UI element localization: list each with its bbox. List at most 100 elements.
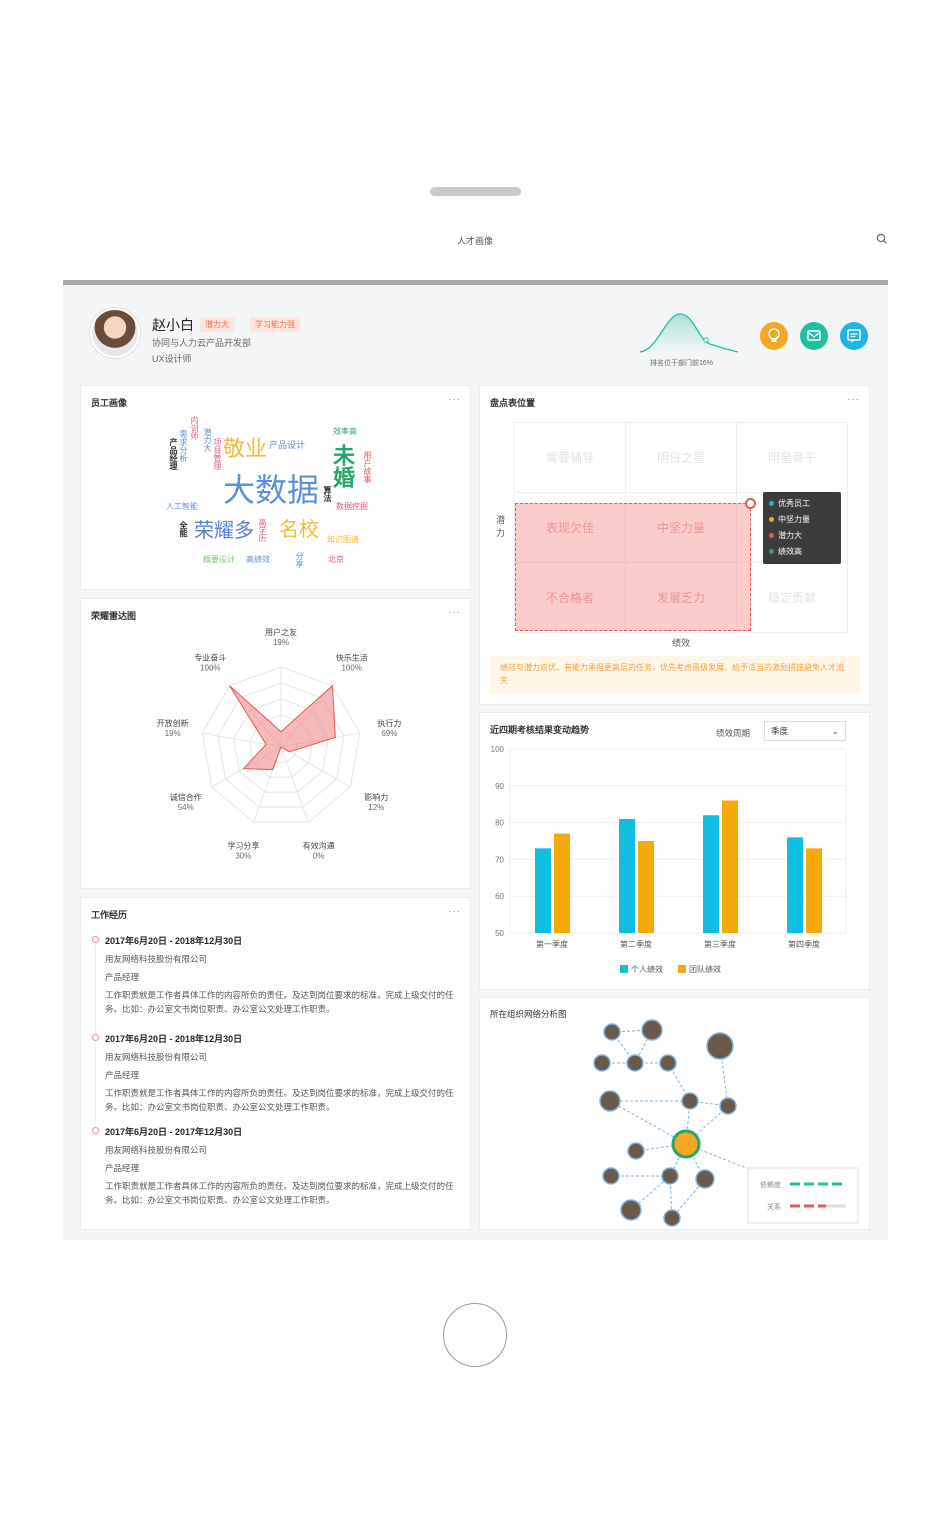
radar-axis-label: 诚信合作 bbox=[170, 792, 202, 802]
radar-axis-label: 影响力 bbox=[364, 792, 388, 802]
network-card: 所在组织网络分析图 依赖度 bbox=[479, 997, 870, 1230]
employee-job-title: UX设计师 bbox=[152, 354, 192, 364]
home-button[interactable] bbox=[443, 1303, 507, 1367]
radar-axis-value: 19% bbox=[165, 729, 181, 738]
bulb-icon[interactable] bbox=[760, 322, 788, 350]
cell-unqualified[interactable]: 不合格者 bbox=[515, 563, 626, 633]
employee-name: 赵小白 bbox=[152, 317, 194, 333]
bar-personal bbox=[619, 818, 635, 933]
work-more-button[interactable]: ··· bbox=[448, 906, 461, 917]
y-tick-label: 80 bbox=[495, 819, 504, 828]
work-history-card: 工作经历 ··· 2017年6月20日 - 2018年12月30日 用友网络科技… bbox=[80, 897, 471, 1230]
highlight-region bbox=[515, 503, 751, 631]
timeline-dot bbox=[92, 1127, 99, 1134]
cell-needs-coaching[interactable]: 需要辅导 bbox=[515, 423, 626, 493]
legend-label: 个人绩效 bbox=[631, 964, 663, 974]
cell-core-force[interactable]: 中坚力量 bbox=[626, 493, 737, 563]
cell-star-backbone[interactable]: 明星骨干 bbox=[737, 423, 848, 493]
radar-axis-label: 用户之友 bbox=[265, 627, 297, 637]
nav-divider bbox=[63, 280, 888, 285]
timeline-line bbox=[95, 1040, 96, 1128]
portrait-title: 员工画像 bbox=[91, 398, 128, 408]
word-project-mgmt: 项目管理 bbox=[213, 438, 222, 470]
cell-rising-star[interactable]: 明日之星 bbox=[626, 423, 737, 493]
radar-axis-value: 69% bbox=[381, 729, 397, 738]
radar-axis-label: 执行力 bbox=[377, 718, 401, 728]
timeline-line bbox=[95, 942, 96, 1034]
y-tick-label: 90 bbox=[495, 782, 504, 791]
work-item-role: 产品经理 bbox=[105, 1070, 140, 1080]
word-data-mining: 数据挖掘 bbox=[336, 502, 368, 511]
work-item-company: 用友网络科技股份有限公司 bbox=[105, 1052, 208, 1062]
radar-axis-value: 100% bbox=[341, 664, 361, 673]
tag-learning: 学习能力强 bbox=[250, 317, 300, 332]
timeline-dot bbox=[92, 936, 99, 943]
word-algorithm: 算法 bbox=[323, 486, 332, 502]
cell-lacking-growth[interactable]: 发展乏力 bbox=[626, 563, 737, 633]
bar-team bbox=[554, 833, 570, 933]
avatar[interactable] bbox=[90, 308, 140, 358]
word-product-manager: 产品经理 bbox=[169, 438, 178, 470]
radar-spoke bbox=[280, 746, 351, 788]
legend-swatch bbox=[620, 965, 628, 973]
bar-team bbox=[638, 841, 654, 933]
x-tick-label: 第四季度 bbox=[788, 939, 820, 949]
bar-team bbox=[722, 800, 738, 933]
cell-underperform[interactable]: 表现欠佳 bbox=[515, 493, 626, 563]
radar-grid-ring bbox=[201, 666, 361, 823]
trend-card: 近四期考核结果变动趋势 绩效周期 季度 ⌄ 50 60 70 80 90 100 第一季度 第二… bbox=[479, 712, 870, 990]
period-select[interactable]: 季度 ⌄ bbox=[764, 721, 846, 741]
word-sharing: 分享 bbox=[295, 552, 304, 568]
bar-personal bbox=[535, 848, 551, 933]
word-user-story: 用户故事 bbox=[363, 451, 372, 483]
radar-chart: 用户之友19%快乐生活100%执行力69%影响力12%有效沟通0%学习分享30%… bbox=[157, 627, 402, 860]
x-tick-label: 第三季度 bbox=[704, 939, 736, 949]
work-item-desc: 工作职责就是工作者具体工作的内容所负的责任。及达到岗位要求的标准，完成上级交付的… bbox=[105, 990, 454, 1014]
work-item-desc: 工作职责就是工作者具体工作的内容所负的责任。及达到岗位要求的标准，完成上级交付的… bbox=[105, 1088, 454, 1112]
work-item-company: 用友网络科技股份有限公司 bbox=[105, 954, 208, 964]
radar-axis-value: 30% bbox=[235, 851, 251, 860]
y-tick-label: 60 bbox=[495, 892, 504, 901]
word-high-performance: 高绩效 bbox=[246, 555, 270, 564]
timeline-dot bbox=[92, 1034, 99, 1041]
x-axis-label: 绩效 bbox=[672, 638, 691, 648]
radar-axis-value: 54% bbox=[178, 803, 194, 812]
message-icon[interactable] bbox=[840, 322, 868, 350]
legend-high-perf: 绩效高 bbox=[769, 544, 835, 560]
word-high-potential: 潜力大 bbox=[203, 428, 212, 452]
radar-axis-label: 学习分享 bbox=[227, 840, 259, 850]
employee-department: 协同与人力云产品开发部 bbox=[152, 338, 252, 348]
cell-steady-contributor[interactable]: 稳定贡献 bbox=[737, 563, 848, 633]
work-item-date: 2017年6月20日 - 2018年12月30日 bbox=[105, 1034, 243, 1044]
word-all-rounder: 全能 bbox=[179, 521, 188, 537]
radar-axis-label: 有效沟通 bbox=[303, 840, 335, 850]
work-item-role: 产品经理 bbox=[105, 972, 140, 982]
network-graph bbox=[593, 1019, 859, 1227]
portrait-card: 员工画像 ··· 大数据 敬业 未婚 荣耀多 名校 产品设计 效率高 人工智能 … bbox=[80, 385, 471, 590]
radar-more-button[interactable]: ··· bbox=[448, 607, 461, 618]
page-title: 人才画像 bbox=[456, 236, 493, 246]
y-tick-label: 50 bbox=[495, 929, 504, 938]
radar-series-area bbox=[229, 684, 336, 771]
mail-icon[interactable] bbox=[800, 322, 828, 350]
radar-card: 荣耀雷达图 ··· 用户之友 19% 快乐生活 100% 执行力 69% 影响力 12% 有效沟… bbox=[80, 598, 471, 889]
portrait-more-button[interactable]: ··· bbox=[448, 394, 461, 405]
period-label: 绩效周期 bbox=[716, 728, 751, 738]
grid-more-button[interactable]: ··· bbox=[847, 394, 860, 405]
chevron-down-icon: ⌄ bbox=[831, 726, 839, 736]
word-requirements: 需求分析 bbox=[179, 430, 188, 462]
word-bigdata: 大数据 bbox=[223, 472, 320, 508]
radar-axis-value: 19% bbox=[273, 638, 289, 647]
legend-label: 团队绩效 bbox=[689, 964, 721, 974]
bar-personal bbox=[787, 837, 803, 933]
legend-potential: 潜力大 bbox=[769, 528, 835, 544]
search-icon[interactable] bbox=[876, 233, 888, 245]
grid-title: 盘点表位置 bbox=[490, 398, 536, 408]
word-high-degree: 高学历 bbox=[258, 518, 267, 542]
word-unmarried: 未婚 bbox=[330, 444, 355, 488]
work-item-role: 产品经理 bbox=[105, 1163, 140, 1173]
position-marker[interactable] bbox=[745, 498, 756, 509]
work-item-date: 2017年6月20日 - 2017年12月30日 bbox=[105, 1127, 243, 1137]
